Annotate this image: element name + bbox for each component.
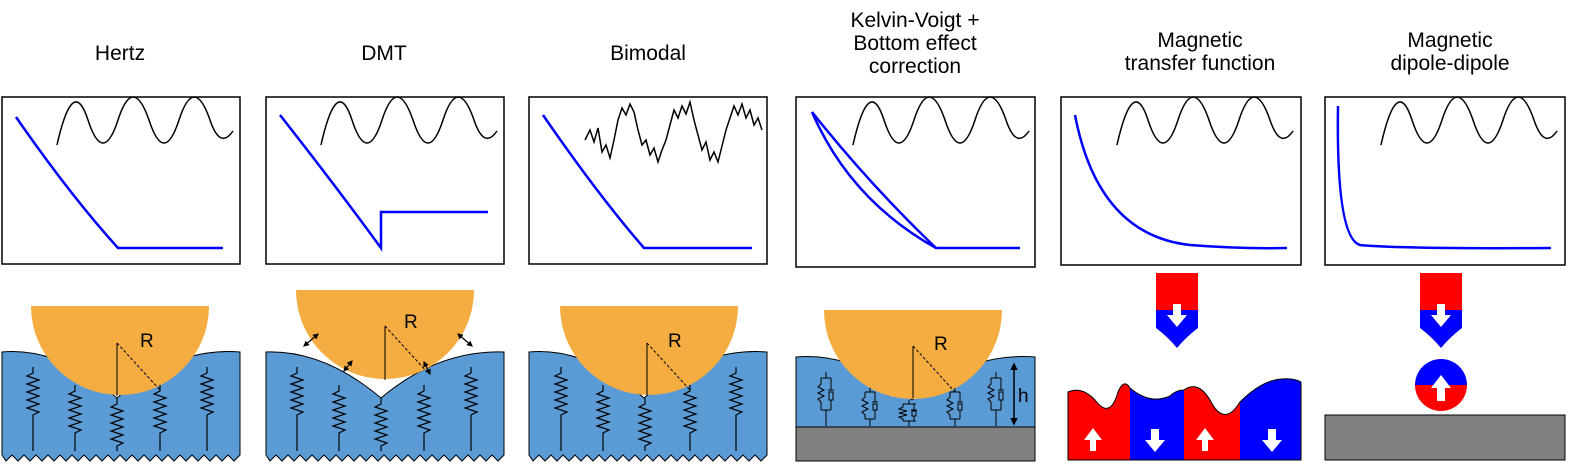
oscillation-wave (320, 96, 498, 146)
illustration-bimodal: R (528, 306, 768, 462)
spring (553, 367, 569, 451)
magnetic-tip (1420, 273, 1462, 348)
plot-dmt (265, 96, 505, 265)
spring (25, 367, 41, 451)
spherical-indenter (560, 306, 738, 395)
radius-label: R (404, 312, 418, 333)
up-arrow-icon (1196, 428, 1214, 451)
down-arrow-icon (1145, 429, 1165, 452)
adhesion-arrow (423, 360, 431, 376)
force-curve (541, 114, 752, 250)
title-magnetic-transfer: Magnetic transfer function (1124, 29, 1276, 75)
radius-label: R (140, 331, 154, 352)
down-arrow-icon (1167, 304, 1187, 327)
illustration-magnetic-dipole (1324, 273, 1566, 461)
illustration-magnetic-transfer (1067, 273, 1302, 461)
spring (728, 367, 744, 451)
illustration-hertz: R (1, 306, 241, 462)
down-arrow-icon (1262, 429, 1282, 452)
force-curve-retract (811, 111, 937, 249)
illustration-dmt: R (265, 290, 505, 462)
title-hertz: Hertz (94, 42, 146, 65)
elastic-sample (265, 351, 505, 462)
title-magnetic-dipole: Magnetic dipole-dipole (1390, 29, 1510, 75)
up-arrow-icon (1431, 375, 1451, 401)
spring (152, 385, 168, 451)
oscillation-wave (1380, 96, 1558, 146)
spherical-indenter (31, 306, 209, 395)
kv-element (945, 388, 963, 426)
magnetic-domains-sample (1067, 378, 1302, 461)
force-curve (14, 116, 223, 250)
plot-bimodal (528, 96, 768, 265)
down-arrow-icon (1431, 304, 1451, 327)
plot-kelvin-voigt (795, 96, 1036, 268)
illustration-kelvin-voigt: R h (795, 310, 1036, 462)
spring (199, 367, 215, 451)
spring (595, 385, 611, 451)
title-dmt: DMT (361, 42, 407, 65)
oscillation-wave (56, 96, 234, 146)
adhesion-arrow (303, 333, 319, 347)
substrate (1324, 414, 1566, 461)
force-curve (1073, 114, 1288, 250)
kv-element (816, 372, 834, 426)
plot-magnetic-transfer (1060, 96, 1302, 266)
kv-element (986, 372, 1004, 426)
spring (109, 398, 125, 451)
adhesion-arrow (343, 360, 353, 372)
spring (373, 398, 389, 451)
spring (682, 385, 698, 451)
substrate (795, 426, 1036, 462)
spring (67, 385, 83, 451)
magnetic-tip (1156, 273, 1198, 348)
kv-element (897, 400, 917, 426)
spring (463, 367, 479, 451)
spring (289, 367, 305, 451)
up-arrow-icon (1084, 428, 1102, 451)
title-bimodal: Bimodal (610, 42, 686, 65)
spring (331, 385, 347, 451)
plot-hertz (1, 96, 241, 265)
force-curve (1336, 105, 1552, 250)
oscillation-wave (584, 99, 763, 165)
height-label: h (1018, 386, 1029, 407)
magnetic-particle (1415, 359, 1467, 411)
radius-label: R (934, 334, 948, 355)
kv-element (860, 388, 878, 426)
radius-label: R (668, 331, 682, 352)
spring (637, 398, 653, 451)
oscillation-wave (852, 96, 1030, 146)
force-curve-approach (810, 111, 1020, 250)
force-curve (279, 114, 488, 252)
spring (416, 385, 432, 451)
plot-magnetic-dipole (1324, 96, 1566, 266)
title-kelvin-voigt: Kelvin-Voigt + Bottom effect correction (850, 9, 980, 78)
oscillation-wave (1116, 96, 1294, 146)
adhesion-arrow (457, 333, 473, 347)
